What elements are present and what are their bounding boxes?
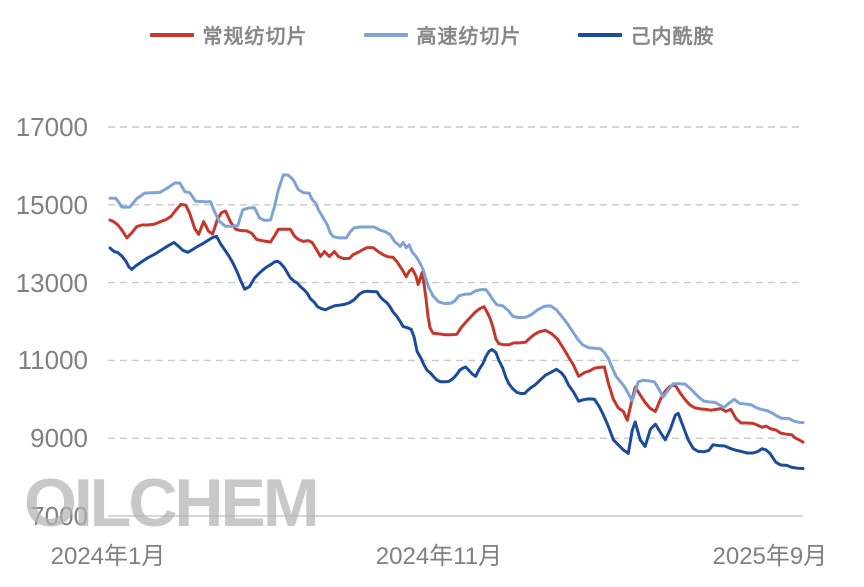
y-axis-tick-label: 17000 [15,112,88,142]
y-axis-tick-label: 11000 [17,345,88,376]
series-line-0 [108,202,805,444]
legend-item-highspeed-spinning-chip: 高速纺切片 [363,20,522,49]
legend-line-marker-lightblue [363,32,408,37]
y-axis-tick-label: 13000 [15,267,88,298]
legend-item-caprolactam: 己内酰胺 [577,20,715,49]
y-axis-tick-label: 15000 [15,189,88,220]
legend-line-marker-red [149,32,194,37]
legend-label: 高速纺切片 [416,26,522,48]
y-axis-tick-label: 9000 [30,423,88,454]
legend-item-conventional-spinning-chip: 常规纺切片 [149,20,308,49]
y-axis-tick-label: 7000 [30,501,88,531]
legend-line-marker-darkblue [577,32,622,37]
legend-label: 常规纺切片 [202,26,308,48]
x-axis-tick-label: 2024年11月 [375,543,503,570]
series-line-2 [108,234,805,470]
oilchem-watermark: OILCHEM [24,465,320,541]
series-line-1 [108,173,805,425]
legend-label: 己内酰胺 [630,26,715,48]
x-axis-tick-label: 2024年1月 [50,543,166,570]
chart-legend: 常规纺切片 高速纺切片 己内酰胺 [0,20,864,49]
x-axis-tick-label: 2025年9月 [712,543,828,570]
